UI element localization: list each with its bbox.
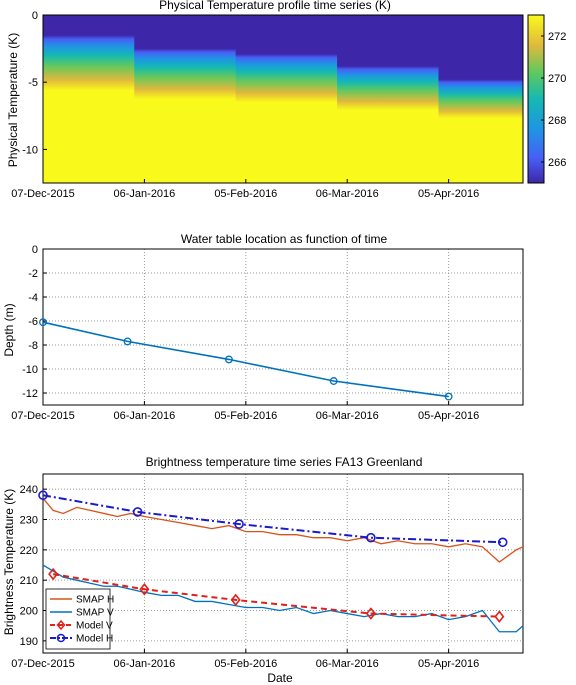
legend-label: SMAP H — [76, 595, 114, 606]
legend-label: SMAP V — [76, 608, 114, 619]
x-tick-label: 07-Dec-2015 — [11, 658, 75, 670]
series-line-smap-h — [42, 497, 524, 563]
y-tick-label: 210 — [20, 575, 38, 587]
water-table-point — [39, 318, 47, 327]
chart3-title: Brightness temperature time series FA13 … — [146, 455, 423, 469]
chart2-ylabel: Depth (m) — [2, 303, 16, 356]
model-v-marker — [494, 610, 505, 623]
heatmap-cold-cell — [438, 15, 524, 81]
heatmap-cold-cell — [235, 15, 338, 55]
model-v-marker — [365, 607, 376, 620]
model-h-marker — [38, 490, 48, 501]
x-tick-label: 05-Apr-2016 — [418, 410, 479, 422]
legend-marker — [56, 619, 66, 631]
model-v-marker — [139, 583, 150, 596]
y-tick-label: 240 — [20, 484, 38, 496]
x-tick-label: 05-Feb-2016 — [214, 658, 277, 670]
x-tick-label: 06-Jan-2016 — [114, 188, 176, 200]
brightness-panel: 07-Dec-2015 06-Jan-2016 05-Feb-2016 06-Mar-… — [11, 473, 524, 670]
chart1-title: Physical Temperature profile time series… — [159, 0, 391, 12]
water-table-point — [444, 392, 453, 401]
x-tick-label: 06-Mar-2016 — [316, 410, 379, 422]
model-v-marker — [230, 593, 241, 607]
heatmap-cold-cell — [43, 15, 135, 36]
plot-frame — [42, 14, 524, 184]
water-table-point — [123, 337, 132, 346]
colorbar: 266 268 270 272 — [527, 14, 566, 184]
x-tick-label: 05-Feb-2016 — [214, 410, 277, 422]
y-tick-label: 0 — [32, 10, 38, 22]
colorbar-tick-label: 272 — [548, 31, 566, 43]
y-tick-label: 0 — [32, 244, 38, 256]
y-tick-label: -2 — [28, 268, 38, 280]
chart3-ylabel: Brightness Temperature (K) — [2, 489, 16, 636]
plot-frame — [42, 473, 524, 654]
legend: SMAP H SMAP V Model V Model H — [45, 588, 114, 650]
y-tick-label: -8 — [28, 340, 38, 352]
legend-marker — [56, 633, 66, 643]
heatmap-panel: 07-Dec-2015 06-Jan-2016 05-Feb-2016 06-Mar-… — [11, 10, 524, 200]
y-tick-label: -5 — [28, 77, 38, 89]
colorbar-gradient — [527, 14, 545, 184]
model-h-marker — [132, 507, 143, 517]
heatmap-gradient-cell — [438, 79, 524, 137]
model-h-marker — [497, 537, 508, 548]
y-tick-label: 230 — [20, 515, 38, 527]
water-table-line — [42, 321, 449, 398]
y-tick-label: -4 — [28, 292, 38, 304]
water-table-point — [224, 355, 233, 364]
x-tick-label: 06-Mar-2016 — [316, 658, 379, 670]
x-tick-label: 06-Jan-2016 — [114, 658, 176, 670]
heatmap-gradient-cell — [337, 66, 439, 131]
heatmap-gradient-cell — [43, 35, 135, 117]
y-tick-label: 200 — [20, 606, 38, 618]
water-table-panel: 07-Dec-2015 06-Jan-2016 05-Feb-2016 06-Mar-… — [11, 244, 524, 422]
model-v-marker — [48, 567, 59, 581]
model-h-marker — [366, 532, 376, 543]
series-line-smap-v — [42, 564, 524, 633]
series-line-model-h — [42, 494, 503, 544]
series-line-model-v — [52, 573, 500, 618]
legend-label: Model H — [76, 634, 113, 645]
model-h-marker — [234, 519, 244, 529]
legend-label: Model V — [76, 621, 113, 632]
x-tick-label: 06-Jan-2016 — [114, 410, 176, 422]
colorbar-tick-label: 268 — [548, 115, 566, 127]
x-tick-label: 07-Dec-2015 — [11, 188, 75, 200]
x-tick-label: 05-Feb-2016 — [214, 188, 277, 200]
water-table-point — [329, 377, 338, 385]
heatmap-gradient-cell — [134, 48, 237, 123]
x-tick-label: 05-Apr-2016 — [418, 188, 479, 200]
x-tick-label: 05-Apr-2016 — [418, 658, 479, 670]
chart1-ylabel: Physical Temperature (K) — [6, 33, 20, 168]
y-tick-label: 190 — [20, 636, 38, 648]
chart3-xlabel: Date — [267, 671, 293, 685]
heatmap-gradient-cell — [235, 53, 338, 125]
heatmap-cold-cell — [337, 15, 439, 67]
y-tick-label: -6 — [28, 316, 38, 328]
heatmap-cold-cell — [134, 15, 237, 50]
x-tick-label: 07-Dec-2015 — [11, 410, 75, 422]
colorbar-tick-label: 266 — [548, 157, 566, 169]
plot-frame — [42, 248, 524, 406]
y-tick-label: -12 — [22, 388, 38, 400]
chart2-title: Water table location as function of time — [181, 232, 388, 246]
x-tick-label: 06-Mar-2016 — [316, 188, 379, 200]
y-tick-label: 220 — [20, 545, 38, 557]
colorbar-tick-label: 270 — [548, 73, 566, 85]
y-tick-label: -10 — [22, 144, 38, 156]
y-tick-label: -10 — [22, 364, 38, 376]
